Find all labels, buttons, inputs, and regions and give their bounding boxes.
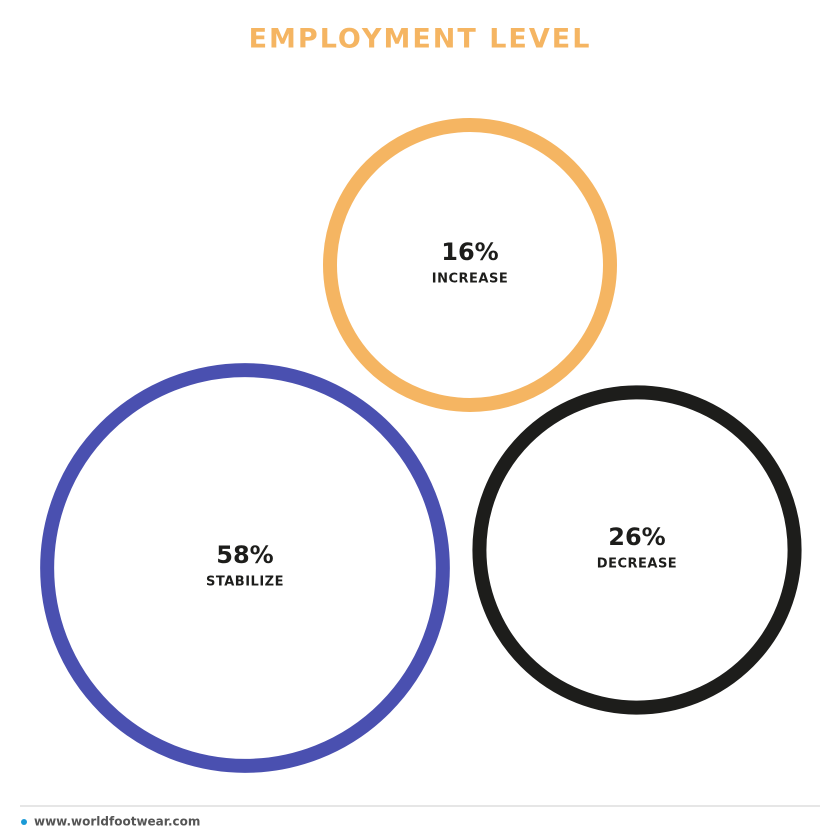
footer-dot [21, 819, 27, 825]
chart-title: EMPLOYMENT LEVEL [249, 24, 592, 55]
footer-text: www.worldfootwear.com [34, 815, 200, 829]
category-label: DECREASE [597, 557, 677, 572]
value-label: 58% [216, 541, 273, 569]
bubble [40, 363, 450, 773]
bubble [323, 118, 617, 412]
category-label: STABILIZE [206, 575, 284, 590]
bubble [472, 385, 802, 715]
category-label: INCREASE [432, 272, 508, 287]
value-label: 26% [608, 523, 665, 551]
value-label: 16% [441, 238, 498, 266]
